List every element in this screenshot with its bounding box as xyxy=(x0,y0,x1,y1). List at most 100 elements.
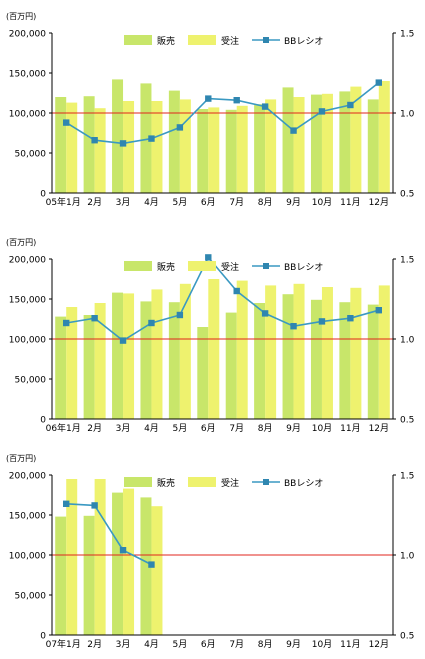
x-tick-label: 10月 xyxy=(312,423,332,434)
bb-ratio-point-7 xyxy=(233,97,240,104)
bb-ratio-point-5 xyxy=(176,124,184,131)
legend-label-sales: 販売 xyxy=(157,477,175,489)
bar-sales-3 xyxy=(112,79,124,193)
y-left-tick-label: 150,000 xyxy=(9,296,46,306)
unit-label: (百万円) xyxy=(6,238,36,247)
x-tick-label: 8月 xyxy=(258,197,273,208)
bar-sales-6 xyxy=(197,327,209,419)
bb-ratio-point-10 xyxy=(318,108,326,115)
legend-marker-ratio xyxy=(263,263,269,269)
bar-orders-2 xyxy=(94,108,106,193)
x-tick-label: 6月 xyxy=(201,197,216,208)
x-tick-label: 9月 xyxy=(286,197,301,208)
legend-swatch-sales xyxy=(124,261,152,271)
x-tick-label: 11月 xyxy=(340,197,360,208)
y-left-tick-label: 200,000 xyxy=(9,256,46,266)
x-tick-label: 3月 xyxy=(116,197,131,208)
bar-orders-4 xyxy=(151,289,163,419)
bb-ratio-point-4 xyxy=(148,561,155,568)
y-right-tick-label: 1.5 xyxy=(400,30,414,40)
x-tick-label: 07年1月 xyxy=(46,638,81,650)
bar-orders-1 xyxy=(66,307,78,419)
bb-ratio-line xyxy=(66,503,152,566)
y-left-tick-label: 50,000 xyxy=(15,376,47,386)
x-tick-label: 7月 xyxy=(229,197,244,208)
legend-label-sales: 販売 xyxy=(157,261,175,273)
bb-ratio-point-8 xyxy=(261,103,269,110)
bar-sales-12 xyxy=(367,304,379,419)
x-tick-label: 3月 xyxy=(116,423,131,434)
bar-orders-7 xyxy=(236,105,248,193)
y-right-tick-label: 1.0 xyxy=(400,336,415,346)
x-tick-label: 5月 xyxy=(173,423,188,434)
bar-orders-3 xyxy=(123,101,135,193)
bar-orders-11 xyxy=(350,287,362,419)
bb-ratio-point-2 xyxy=(91,137,98,144)
bb-ratio-point-6 xyxy=(205,254,212,261)
legend-label-ratio: BBレシオ xyxy=(284,478,323,489)
bar-orders-11 xyxy=(350,86,362,193)
legend-marker-ratio xyxy=(263,479,269,485)
legend-label-orders: 受注 xyxy=(221,477,239,489)
bb-ratio-point-1 xyxy=(63,500,70,507)
bar-sales-12 xyxy=(367,99,379,193)
bb-ratio-point-5 xyxy=(176,311,184,319)
bb-ratio-point-7 xyxy=(233,287,240,295)
legend-label-ratio: BBレシオ xyxy=(284,262,323,273)
bar-sales-4 xyxy=(140,83,152,193)
bar-sales-5 xyxy=(168,302,180,419)
y-left-tick-label: 200,000 xyxy=(9,472,46,482)
bar-sales-7 xyxy=(225,312,237,419)
y-left-tick-label: 100,000 xyxy=(9,552,46,562)
bb-ratio-point-9 xyxy=(290,323,297,330)
x-tick-label: 10月 xyxy=(312,197,332,208)
bar-orders-9 xyxy=(293,283,305,419)
bb-ratio-point-11 xyxy=(347,101,354,109)
bar-sales-1 xyxy=(55,316,67,419)
bar-orders-5 xyxy=(179,99,191,193)
bar-sales-9 xyxy=(282,87,294,193)
y-right-tick-label: 0.5 xyxy=(400,190,414,200)
bar-sales-11 xyxy=(339,91,351,193)
y-right-tick-label: 1.0 xyxy=(400,110,415,120)
bar-sales-2 xyxy=(83,515,95,635)
bb-ratio-point-1 xyxy=(63,319,70,327)
x-tick-label: 2月 xyxy=(87,639,102,650)
legend-label-orders: 受注 xyxy=(221,261,239,273)
y-left-tick-label: 0 xyxy=(40,190,46,200)
y-left-tick-label: 150,000 xyxy=(9,70,46,80)
bar-sales-7 xyxy=(225,109,237,193)
bar-orders-2 xyxy=(94,479,106,635)
x-tick-label: 9月 xyxy=(286,639,301,650)
bb-ratio-point-3 xyxy=(119,140,127,147)
y-left-tick-label: 50,000 xyxy=(15,150,47,160)
y-left-tick-label: 150,000 xyxy=(9,512,46,522)
x-tick-label: 5月 xyxy=(173,639,188,650)
x-tick-label: 06年1月 xyxy=(46,422,81,434)
bar-sales-4 xyxy=(140,301,152,419)
x-tick-label: 4月 xyxy=(144,197,159,208)
legend-label-sales: 販売 xyxy=(157,35,175,47)
bar-sales-10 xyxy=(310,299,322,419)
x-tick-label: 5月 xyxy=(173,197,188,208)
legend-label-ratio: BBレシオ xyxy=(284,36,323,47)
chart-panel-3: (百万円) 0 50,000 100,000 150,000 200,000 0.5 1.0 1… xyxy=(6,454,415,650)
x-tick-label: 4月 xyxy=(144,423,159,434)
y-left-tick-label: 100,000 xyxy=(9,110,46,120)
bar-sales-11 xyxy=(339,302,351,419)
bar-sales-4 xyxy=(140,497,152,635)
x-tick-label: 11月 xyxy=(340,423,360,434)
x-tick-label: 6月 xyxy=(201,639,216,650)
x-tick-label: 12月 xyxy=(369,197,389,208)
bar-orders-3 xyxy=(123,293,135,419)
bb-ratio-point-9 xyxy=(290,127,297,134)
legend-swatch-orders xyxy=(188,261,216,271)
bar-orders-8 xyxy=(265,285,277,419)
y-left-tick-label: 100,000 xyxy=(9,336,46,346)
bb-ratio-point-2 xyxy=(91,502,98,509)
bar-sales-5 xyxy=(168,90,180,193)
y-left-tick-label: 0 xyxy=(40,416,46,426)
bar-orders-1 xyxy=(66,479,78,635)
legend-swatch-orders xyxy=(188,477,216,487)
